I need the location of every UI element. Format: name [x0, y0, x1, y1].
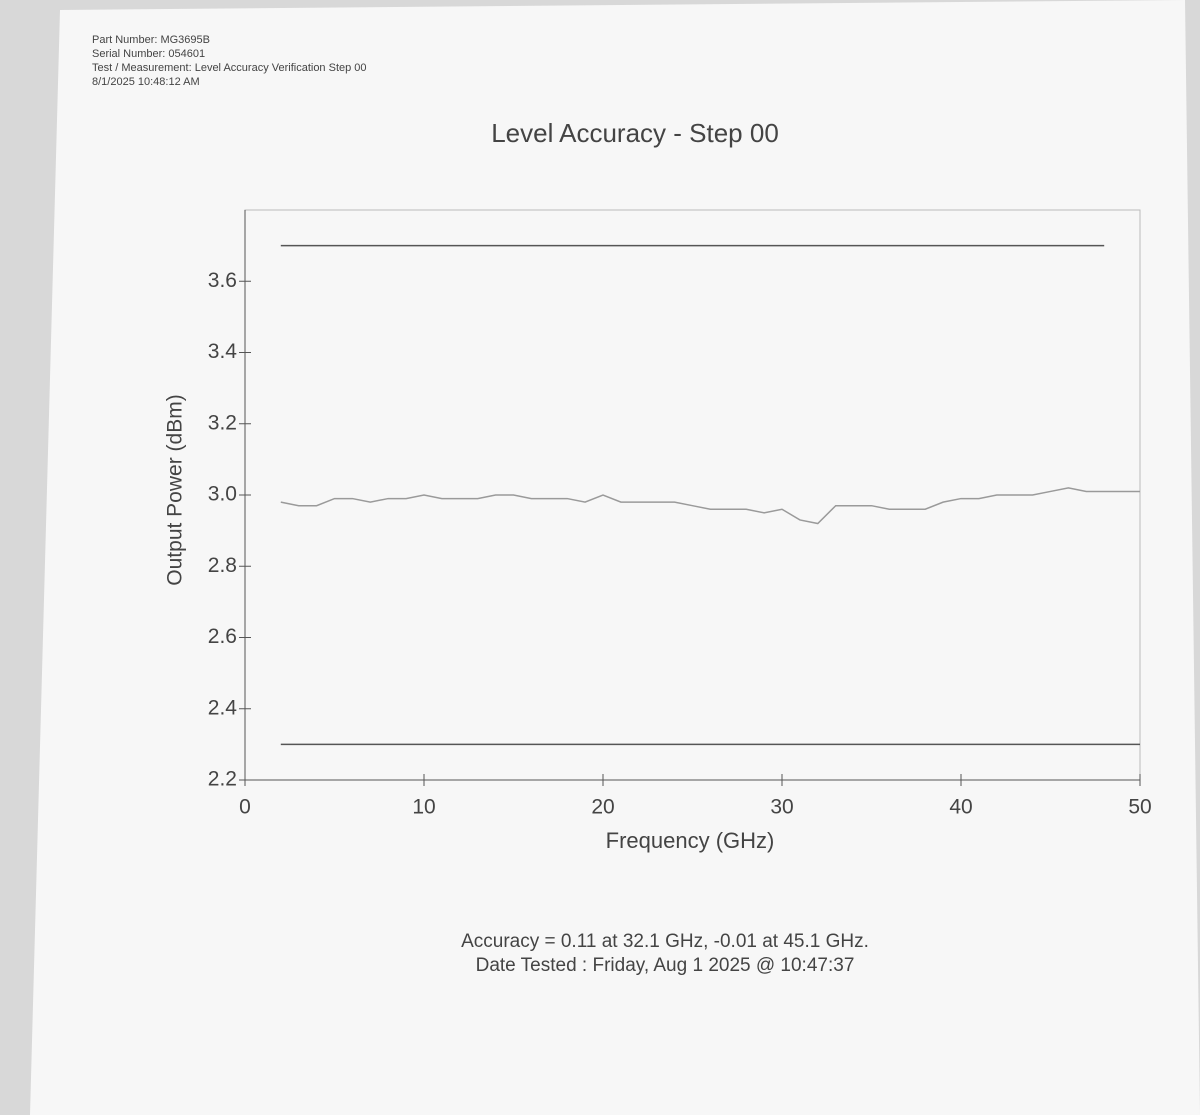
x-tick-label: 30 — [770, 796, 793, 819]
y-tick-label: 2.2 — [208, 768, 237, 791]
y-tick-label: 3.4 — [208, 340, 238, 363]
y-tick-label: 2.6 — [208, 625, 237, 648]
y-tick-label: 2.4 — [208, 696, 238, 719]
x-tick-label: 10 — [412, 796, 435, 819]
y-tick-label: 3.6 — [208, 269, 237, 292]
chart-title: Level Accuracy - Step 00 — [491, 118, 779, 148]
x-tick-label: 40 — [949, 796, 972, 819]
header-line: Test / Measurement: Level Accuracy Verif… — [92, 62, 367, 74]
x-axis-label: Frequency (GHz) — [606, 828, 775, 853]
header-line: Serial Number: 054601 — [92, 48, 205, 60]
header-line: Part Number: MG3695B — [92, 34, 210, 46]
x-tick-label: 50 — [1128, 796, 1151, 819]
x-tick-label: 20 — [591, 796, 614, 819]
y-tick-label: 3.2 — [208, 411, 237, 434]
paper — [30, 0, 1200, 1115]
footer-line: Accuracy = 0.11 at 32.1 GHz, -0.01 at 45… — [461, 931, 869, 952]
footer-line: Date Tested : Friday, Aug 1 2025 @ 10:47… — [476, 955, 855, 976]
data-line — [280, 487, 1140, 525]
y-axis-label: Output Power (dBm) — [164, 394, 187, 585]
y-tick-label: 2.8 — [208, 554, 237, 577]
y-tick-label: 3.0 — [208, 483, 237, 506]
x-tick-label: 0 — [239, 796, 251, 819]
header-line: 8/1/2025 10:48:12 AM — [92, 76, 200, 88]
